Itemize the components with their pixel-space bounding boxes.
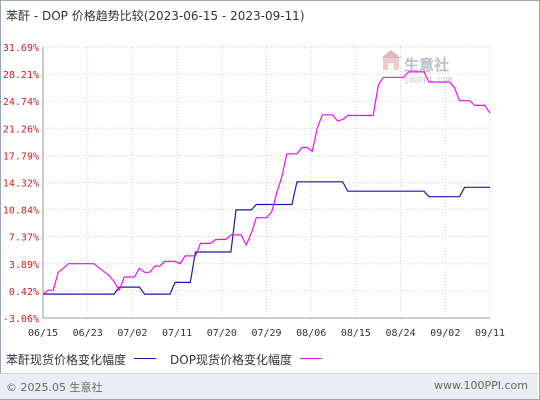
x-tick-label: 08/06 xyxy=(296,328,326,339)
x-tick-label: 06/23 xyxy=(73,328,103,339)
line-chart: 31.69% 28.21% 24.74% 21.26% 17.79% 14.32% 10.8… xyxy=(3,43,505,339)
y-tick-label: 10.84% xyxy=(3,206,39,217)
y-tick-label: 3.89% xyxy=(9,260,39,271)
legend-line-phthalic xyxy=(134,358,157,359)
y-tick-label: 21.26% xyxy=(3,124,39,135)
x-tick-label: 09/02 xyxy=(430,328,460,339)
y-tick-label: 17.79% xyxy=(3,151,39,162)
legend-line-dop xyxy=(299,358,322,359)
y-tick-label: 14.32% xyxy=(3,179,39,190)
y-tick-label: 24.74% xyxy=(3,97,39,108)
watermark-logo-icon xyxy=(381,50,401,70)
x-tick-label: 07/20 xyxy=(207,328,237,339)
footer: © 2025.05 生意社 www.100PPI.com xyxy=(0,373,538,399)
series-line-dop xyxy=(42,71,491,295)
series-lines xyxy=(42,71,491,295)
y-tick-labels: 31.69% 28.21% 24.74% 21.26% 17.79% 14.32% 10.8… xyxy=(3,43,39,325)
x-tick-label: 08/15 xyxy=(341,328,371,339)
x-tick-label: 06/15 xyxy=(28,328,58,339)
x-tick-label: 08/24 xyxy=(386,328,416,339)
y-tick-label: 7.37% xyxy=(9,233,39,244)
watermark-brand: 生意社 xyxy=(404,56,449,74)
y-tick-label: 31.69% xyxy=(3,43,39,54)
y-tick-label: 0.42% xyxy=(9,287,39,298)
y-tick-label: 28.21% xyxy=(3,70,39,81)
site-link[interactable]: www.100PPI.com xyxy=(434,379,528,392)
x-tick-label: 07/02 xyxy=(117,328,147,339)
grid xyxy=(43,46,491,318)
copyright-text: © 2025.05 生意社 xyxy=(6,381,103,394)
chart-title: 苯酐 - DOP 价格趋势比较(2023-06-15 - 2023-09-11) xyxy=(6,9,305,23)
x-tick-label: 07/11 xyxy=(162,328,192,339)
x-tick-labels: 06/15 06/23 07/02 07/11 07/20 07/29 08/06 08/15… xyxy=(28,328,505,339)
series-line-phthalic-anhydride xyxy=(43,181,490,295)
legend: 苯酐现货价格变化幅度 DOP现货价格变化幅度 xyxy=(6,351,336,368)
x-tick-label: 07/29 xyxy=(251,328,281,339)
legend-label-phthalic: 苯酐现货价格变化幅度 xyxy=(6,353,127,367)
legend-label-dop: DOP现货价格变化幅度 xyxy=(170,353,292,367)
watermark: 生意社 100PPI.COM xyxy=(381,50,452,85)
y-tick-label: -3.06% xyxy=(3,314,39,325)
x-tick-label: 09/11 xyxy=(475,328,505,339)
